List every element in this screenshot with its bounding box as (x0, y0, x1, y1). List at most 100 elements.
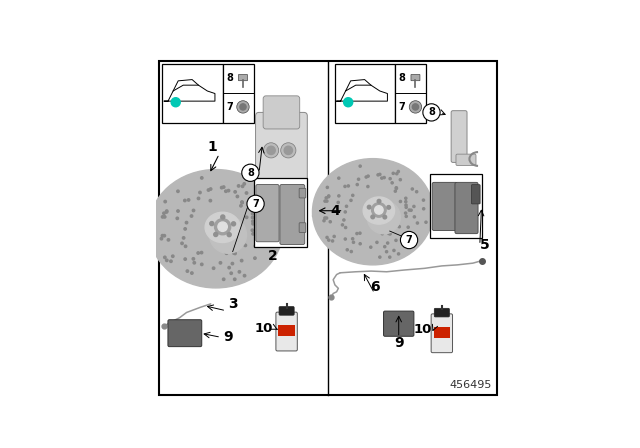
Circle shape (214, 219, 230, 235)
Circle shape (172, 255, 174, 258)
Circle shape (214, 233, 218, 237)
Circle shape (241, 238, 244, 241)
Circle shape (412, 188, 413, 190)
Text: 7: 7 (399, 102, 406, 112)
Circle shape (240, 104, 246, 110)
Circle shape (338, 177, 340, 179)
Text: 1: 1 (207, 140, 218, 154)
Circle shape (341, 224, 344, 226)
Circle shape (350, 199, 352, 202)
Text: 4: 4 (330, 204, 340, 218)
Circle shape (200, 251, 203, 254)
Circle shape (326, 186, 328, 189)
Circle shape (228, 267, 230, 269)
FancyBboxPatch shape (163, 64, 223, 123)
Circle shape (271, 215, 273, 217)
Circle shape (231, 263, 234, 265)
Text: 8: 8 (247, 168, 254, 178)
Circle shape (264, 205, 266, 207)
Circle shape (161, 215, 164, 218)
Circle shape (344, 226, 347, 228)
Circle shape (252, 216, 254, 219)
Text: 7: 7 (252, 199, 259, 209)
Circle shape (271, 224, 274, 227)
Text: 10: 10 (413, 323, 432, 336)
Circle shape (350, 250, 353, 253)
Circle shape (167, 239, 170, 241)
Circle shape (409, 101, 422, 113)
Ellipse shape (312, 211, 433, 221)
Circle shape (223, 186, 225, 188)
Circle shape (383, 215, 387, 219)
Circle shape (358, 178, 360, 181)
Circle shape (243, 183, 246, 185)
Circle shape (252, 233, 254, 235)
FancyBboxPatch shape (168, 320, 202, 347)
Circle shape (346, 249, 348, 251)
FancyBboxPatch shape (433, 327, 450, 338)
FancyBboxPatch shape (431, 314, 452, 353)
Circle shape (257, 226, 260, 228)
Circle shape (338, 195, 340, 197)
Circle shape (352, 194, 354, 196)
Circle shape (359, 165, 361, 167)
FancyBboxPatch shape (280, 185, 305, 245)
Circle shape (405, 215, 407, 217)
FancyBboxPatch shape (223, 64, 254, 123)
Circle shape (392, 172, 394, 174)
Circle shape (374, 206, 383, 214)
Circle shape (344, 98, 353, 107)
Circle shape (225, 190, 227, 193)
Circle shape (244, 244, 246, 246)
Ellipse shape (312, 159, 433, 265)
Circle shape (164, 256, 166, 258)
Circle shape (401, 232, 418, 249)
Circle shape (171, 98, 180, 107)
Circle shape (221, 215, 225, 219)
Circle shape (193, 262, 195, 264)
Circle shape (210, 222, 214, 226)
FancyBboxPatch shape (159, 60, 497, 395)
FancyBboxPatch shape (472, 185, 480, 204)
Circle shape (370, 246, 372, 248)
Circle shape (166, 210, 168, 212)
Circle shape (399, 200, 401, 202)
Circle shape (346, 205, 348, 207)
Text: 9: 9 (223, 330, 233, 345)
FancyBboxPatch shape (263, 96, 300, 129)
FancyBboxPatch shape (383, 311, 414, 336)
Circle shape (326, 237, 328, 238)
Text: 8: 8 (226, 73, 233, 82)
Circle shape (241, 185, 244, 188)
Circle shape (413, 216, 415, 218)
Circle shape (212, 267, 215, 269)
Text: 456495: 456495 (449, 380, 492, 390)
Circle shape (344, 238, 346, 240)
Circle shape (274, 239, 276, 241)
FancyBboxPatch shape (254, 178, 307, 247)
Circle shape (200, 263, 203, 266)
Circle shape (260, 222, 263, 224)
Circle shape (425, 221, 427, 223)
Circle shape (234, 191, 236, 193)
Circle shape (323, 220, 325, 222)
Circle shape (396, 220, 397, 223)
Text: 7: 7 (227, 102, 233, 112)
Circle shape (188, 199, 190, 201)
Circle shape (395, 239, 397, 241)
Circle shape (221, 186, 223, 189)
Circle shape (184, 245, 187, 247)
Circle shape (324, 217, 326, 219)
Circle shape (333, 235, 335, 237)
Circle shape (422, 208, 425, 210)
Circle shape (197, 197, 200, 200)
Circle shape (252, 220, 254, 223)
Circle shape (241, 259, 243, 262)
Circle shape (377, 199, 381, 203)
Circle shape (164, 200, 166, 203)
FancyBboxPatch shape (455, 182, 478, 234)
Circle shape (329, 221, 332, 223)
Circle shape (387, 206, 390, 209)
Circle shape (199, 191, 201, 194)
Circle shape (372, 202, 386, 217)
